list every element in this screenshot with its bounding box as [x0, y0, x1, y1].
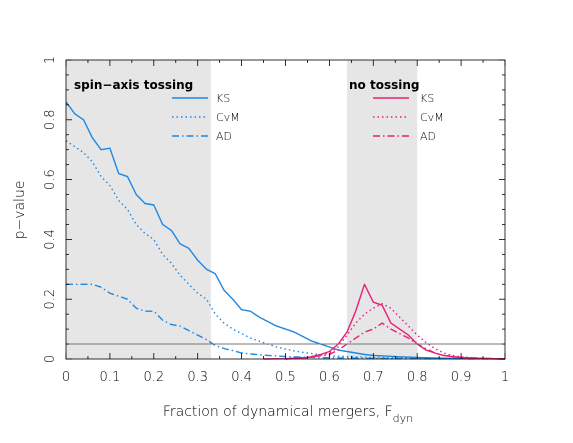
x-tick-label: 0.8: [407, 370, 428, 385]
x-tick-label: 0: [62, 370, 70, 385]
x-tick-label: 0.4: [231, 370, 252, 385]
x-axis-label-main: Fraction of dynamical mergers, F: [163, 404, 393, 420]
shaded-region-1: [346, 60, 418, 359]
x-tick-label: 0.9: [451, 370, 472, 385]
y-tick-label: 0.4: [43, 229, 58, 250]
y-axis-label: p−value: [12, 181, 28, 240]
y-tick-label: 0.2: [43, 289, 58, 310]
x-tick-label: 1: [501, 370, 509, 385]
x-tick-label: 0.7: [363, 370, 384, 385]
shaded-region-0: [66, 60, 211, 359]
y-tick-label: 0.6: [43, 169, 58, 190]
x-tick-label: 0.3: [187, 370, 208, 385]
y-tick-label: 0: [43, 355, 58, 363]
x-tick-label: 0.2: [143, 370, 164, 385]
series-lines: [65, 101, 506, 360]
x-axis-label: Fraction of dynamical mergers, Fdyn: [163, 404, 413, 425]
axis-ticks: 0 0.1 0.2 0.3 0.4 0.5 0.6 0.7 0.8 0.9 1 0 0.2 0.4 0.6 0…: [43, 56, 509, 385]
shaded-regions: [66, 60, 418, 359]
y-tick-label: 0.8: [43, 109, 58, 130]
legend-label: KS: [216, 92, 230, 105]
legend-label: KS: [420, 92, 434, 105]
legend-title: spin−axis tossing: [74, 78, 193, 92]
legend-label: CvM: [216, 111, 240, 124]
x-tick-label: 0.6: [319, 370, 340, 385]
x-axis-label-subscript: dyn: [393, 412, 413, 425]
series-line-tossing-ks: [65, 101, 506, 360]
y-tick-label: 1: [43, 56, 58, 64]
legend-title: no tossing: [349, 78, 419, 92]
x-tick-label: 0.1: [100, 370, 121, 385]
legend-label: AD: [420, 130, 436, 143]
x-tick-label: 0.5: [275, 370, 296, 385]
legend-label: CvM: [420, 111, 444, 124]
legend-label: AD: [216, 130, 232, 143]
